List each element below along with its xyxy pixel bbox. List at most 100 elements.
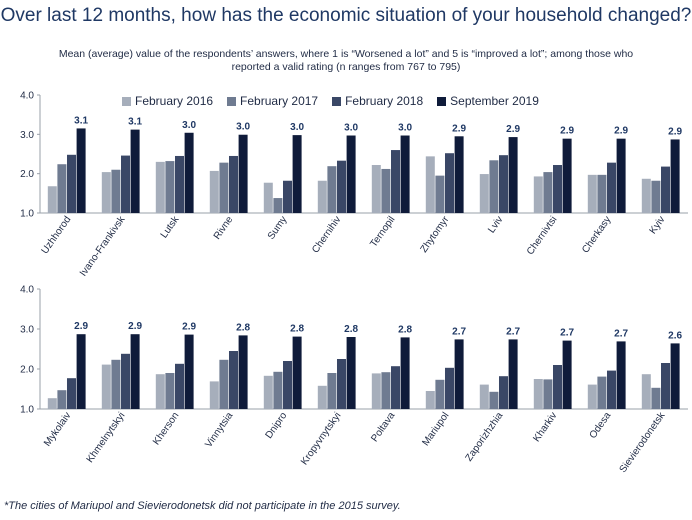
data-label: 2.7: [614, 328, 628, 339]
bar: [337, 160, 346, 213]
y-tick-label: 3.0: [20, 130, 34, 141]
bar: [101, 364, 111, 409]
x-tick-label: Cherkasy: [580, 214, 613, 255]
data-label: 2.7: [506, 326, 520, 337]
legend-label-feb-2016: February 2016: [135, 94, 214, 108]
bar: [670, 343, 680, 409]
bar: [479, 384, 489, 409]
x-tick-label: Mariupol: [420, 410, 451, 448]
x-tick-label: Kherson: [151, 410, 181, 447]
data-label: 2.8: [236, 322, 250, 333]
x-tick-label: Kyiv: [648, 214, 668, 236]
x-tick-label: Lviv: [486, 214, 505, 235]
data-label: 3.1: [128, 117, 142, 128]
data-label: 3.1: [74, 115, 88, 126]
x-tick-label: Chernivtsi: [525, 214, 560, 257]
footnote: *The cities of Mariupol and Sievierodone…: [4, 500, 401, 512]
bar: [454, 339, 464, 409]
bar: [391, 150, 400, 213]
legend: February 2016 February 2017 February 201…: [122, 94, 539, 108]
bar: [607, 370, 616, 409]
bar: [346, 135, 356, 213]
bar: [543, 172, 553, 213]
bar: [508, 137, 518, 213]
data-label: 2.7: [560, 328, 574, 339]
x-tick-label: Sievierodonetsk: [618, 410, 668, 475]
bar: [651, 180, 661, 213]
bar: [155, 374, 165, 409]
bar: [553, 365, 562, 409]
bar: [111, 169, 121, 213]
data-label: 3.0: [398, 123, 412, 134]
x-tick-label: Kropyvnytskyi: [299, 410, 343, 467]
x-tick-label: Dnipro: [264, 410, 290, 441]
bar: [641, 178, 651, 213]
bar: [47, 398, 57, 409]
bar: [371, 165, 381, 213]
legend-item-sep-2019: September 2019: [437, 94, 539, 108]
bar: [597, 376, 607, 409]
bar: [165, 161, 175, 213]
chart-title: Over last 12 months, how has the economi…: [0, 5, 692, 26]
x-tick-label: Vinnytsia: [203, 410, 235, 450]
x-tick-label: Zhytomyr: [419, 214, 452, 255]
bar: [651, 387, 661, 409]
bar: [76, 334, 86, 409]
data-label: 3.0: [344, 123, 358, 134]
bar: [445, 153, 454, 213]
bar: [263, 182, 273, 213]
bar: [454, 136, 464, 213]
x-tick-label: Sumy: [266, 214, 290, 241]
bar: [445, 367, 454, 409]
data-label: 2.7: [452, 326, 466, 337]
bar: [533, 379, 543, 409]
bar: [283, 361, 292, 409]
bar: [381, 372, 391, 409]
bar: [175, 363, 184, 409]
y-tick-label: 3.0: [20, 325, 34, 336]
bar: [425, 156, 435, 213]
bar: [209, 170, 219, 213]
bar: [165, 373, 175, 409]
bar: [219, 359, 229, 409]
bar: [337, 359, 346, 409]
bar: [587, 174, 597, 213]
bar: [489, 391, 499, 409]
legend-label-sep-2019: September 2019: [450, 94, 539, 108]
bar: [57, 164, 67, 213]
data-label: 2.9: [506, 124, 520, 135]
bar: [273, 198, 283, 213]
x-tick-label: Ternopil: [368, 214, 397, 249]
legend-swatch-feb-2017: [227, 96, 237, 106]
bar: [317, 180, 327, 213]
x-tick-label: Kharkiv: [531, 410, 559, 444]
x-tick-label: Poltava: [369, 410, 397, 444]
legend-label-feb-2017: February 2017: [240, 94, 319, 108]
bar: [400, 135, 410, 213]
y-tick-label: 2.0: [20, 169, 34, 180]
bar: [489, 160, 499, 213]
bar: [238, 134, 248, 213]
bar: [543, 379, 553, 409]
data-label: 2.9: [128, 321, 142, 332]
x-tick-label: Ivano-Frankivsk: [78, 214, 128, 279]
x-tick-label: Rivne: [212, 214, 236, 242]
bar: [346, 337, 356, 409]
bar: [616, 138, 626, 213]
bar: [67, 378, 76, 409]
data-label: 2.9: [614, 126, 628, 137]
legend-label-feb-2018: February 2018: [345, 94, 424, 108]
x-tick-label: Lutsk: [159, 214, 182, 241]
data-label: 2.8: [398, 324, 412, 335]
bar: [175, 155, 184, 213]
data-label: 2.9: [182, 322, 196, 333]
bar: [67, 154, 76, 213]
bar: [616, 341, 626, 409]
chart-subtitle: Mean (average) value of the respondents’…: [58, 48, 634, 73]
data-label: 2.6: [668, 330, 682, 341]
data-label: 3.0: [182, 120, 196, 131]
bar: [317, 385, 327, 409]
y-tick-label: 4.0: [20, 91, 34, 102]
bar: [499, 155, 508, 213]
